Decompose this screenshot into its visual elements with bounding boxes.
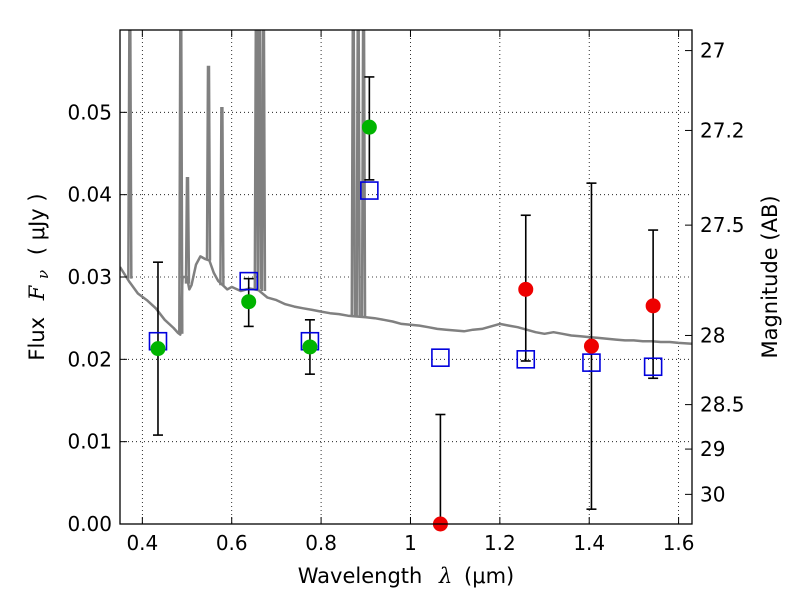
observed-point bbox=[241, 294, 257, 310]
grid bbox=[120, 30, 692, 525]
x-tick-label: 0.8 bbox=[305, 531, 337, 555]
y-axis-label-symbol: F bbox=[25, 284, 49, 301]
observed-point bbox=[518, 281, 534, 297]
emission-line bbox=[205, 65, 212, 261]
y-axis-label-unit: ( μJy ) bbox=[25, 193, 49, 255]
y-axis-label: Flux F ν ( μJy ) bbox=[25, 193, 53, 360]
model-square bbox=[360, 181, 379, 200]
emission-line bbox=[127, 30, 133, 279]
model-spectrum bbox=[120, 30, 692, 345]
y2-tick-label: 27 bbox=[700, 39, 725, 63]
observed-point bbox=[302, 339, 318, 355]
emission-line bbox=[350, 30, 357, 316]
x-axis-label-unit: (μm) bbox=[464, 564, 514, 588]
y2-tick-label: 29 bbox=[700, 437, 725, 461]
y-tick-label: 0.01 bbox=[67, 430, 112, 454]
observed-point bbox=[583, 338, 599, 354]
y2-axis-label: Magnitude (AB) bbox=[758, 195, 782, 358]
y2-tick-label: 27.5 bbox=[700, 213, 745, 237]
x-tick-label: 1.6 bbox=[663, 531, 695, 555]
y-tick-label: 0.05 bbox=[67, 100, 112, 124]
y2-tick-label: 27.2 bbox=[700, 118, 745, 142]
model-square bbox=[643, 357, 663, 377]
y-tick-label: 0.02 bbox=[67, 347, 112, 371]
observed-photometry bbox=[150, 119, 661, 532]
plot-frame bbox=[119, 29, 693, 525]
x-tick-label: 0.4 bbox=[126, 531, 158, 555]
x-axis-label: Wavelength λ (μm) bbox=[298, 564, 514, 588]
emission-line bbox=[178, 30, 184, 334]
x-tick-label: 0.6 bbox=[216, 531, 248, 555]
y2-tick-label: 28 bbox=[700, 323, 725, 347]
x-axis-label-symbol: λ bbox=[438, 564, 452, 588]
x-axis: 0.4 0.6 0.8 1 1.2 1.4 1.6 bbox=[126, 30, 695, 555]
model-square bbox=[582, 353, 601, 372]
model-square bbox=[431, 348, 450, 367]
emission-line bbox=[184, 176, 191, 284]
error-bars bbox=[152, 76, 659, 525]
x-tick-label: 1.4 bbox=[573, 531, 605, 555]
x-axis-label-text: Wavelength bbox=[298, 564, 423, 588]
emission-line bbox=[260, 30, 267, 292]
model-continuum-line bbox=[120, 255, 692, 345]
emission-line bbox=[219, 106, 225, 286]
x-tick-label: 1.2 bbox=[484, 531, 516, 555]
model-square bbox=[239, 271, 258, 291]
y2-tick-label: 28.5 bbox=[700, 393, 745, 417]
y-tick-label: 0.03 bbox=[67, 265, 112, 289]
emission-line bbox=[256, 30, 263, 290]
y-tick-label: 0.00 bbox=[67, 512, 112, 536]
y2-tick-label: 30 bbox=[700, 482, 725, 506]
emission-line bbox=[355, 30, 361, 317]
observed-point bbox=[361, 119, 377, 135]
y-axis-label-subscript: ν bbox=[34, 270, 52, 279]
emission-line bbox=[360, 30, 367, 318]
y-tick-label: 0.04 bbox=[67, 183, 112, 207]
y-axis: 0.00 0.01 0.02 0.03 0.04 0.05 bbox=[67, 100, 127, 536]
y2-axis: 27 27.2 27.5 28 28.5 29 30 bbox=[685, 39, 745, 506]
observed-point bbox=[150, 341, 166, 357]
x-tick-label: 1 bbox=[404, 531, 417, 555]
y-axis-label-text: Flux bbox=[25, 317, 49, 361]
model-square bbox=[516, 350, 536, 369]
observed-point bbox=[645, 298, 661, 314]
